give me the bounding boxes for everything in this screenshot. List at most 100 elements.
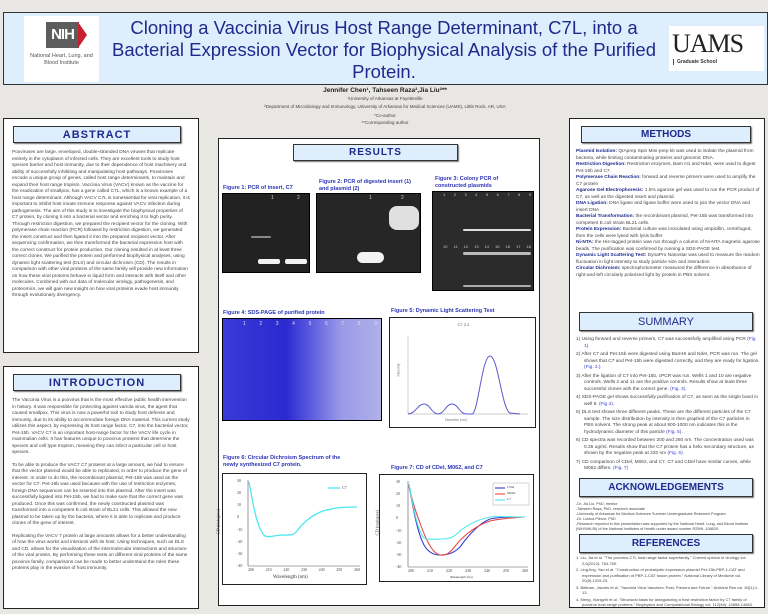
y-tick: 10 — [396, 503, 400, 509]
method-text: the His-tagged protein was run through a… — [576, 240, 760, 252]
x-tick: 230 — [300, 567, 307, 572]
uams-mark: UAMS — [672, 29, 744, 58]
x-tick: 240 — [484, 568, 490, 573]
lane-label: 13 — [474, 244, 479, 249]
method-item: Bacterial Transformation: the recombinan… — [576, 214, 760, 227]
method-label: Circular Dichroism: — [576, 266, 621, 271]
y-axis-label: Intensity — [396, 363, 401, 377]
figure-1-caption: Figure 1: PCR of insert, C7 — [223, 185, 293, 191]
legend-m062: M062 — [507, 491, 516, 495]
summary-text: 2) After C7 and Pet-15b were digested us… — [576, 352, 760, 364]
lane-label: 4 — [292, 321, 295, 327]
lane-label: 3 — [275, 321, 279, 327]
figure-reference: (Fig. 3). — [670, 386, 687, 392]
chart-title: C7 2.2 — [457, 322, 470, 327]
affiliation-1: ¹University of Arkansas at Fayetteville — [347, 96, 423, 101]
y-axis-label: CD (mdegree) — [215, 508, 221, 535]
summary-item: 7) CD comparison of CDel, M062, and C7. … — [576, 460, 760, 473]
y-tick: 30 — [396, 479, 400, 484]
figure-2-gel-image: 1 2 — [316, 193, 421, 273]
method-label: DNA Ligation: — [576, 201, 608, 206]
summary-item: 2) After C7 and Pet-15b were digested us… — [576, 352, 760, 372]
summary-item: 5) DLS test shows three different peaks.… — [576, 410, 760, 436]
method-label: Ni-NTA: — [576, 240, 594, 245]
abstract-panel: ABSTRACT Poxviruses are large, enveloped… — [3, 118, 199, 353]
y-tick: 0 — [237, 514, 239, 520]
lane-label: 8 — [357, 321, 361, 327]
method-item: Agarose Gel Electrophoresis: 1.5% agaros… — [576, 188, 760, 201]
lane-label: 9 — [528, 192, 531, 197]
x-tick: 250 — [503, 568, 509, 573]
intro-paragraph-1: The Vaccinia Virus is a poxvirus that is… — [12, 398, 190, 455]
dls-plot — [407, 336, 528, 415]
method-item: Ni-NTA: the His-tagged protein was run t… — [576, 240, 760, 253]
introduction-heading: INTRODUCTION — [13, 374, 181, 391]
y-tick: -30 — [237, 550, 243, 556]
author-list: Jennifer Chen¹, Tahseen Raza²,Jia Liu²** — [323, 87, 447, 94]
summary-text: 5) DLS test shows three different peaks.… — [576, 410, 751, 435]
x-tick: 210 — [427, 568, 433, 573]
introduction-panel: INTRODUCTION The Vaccinia Virus is a pox… — [3, 366, 199, 609]
summary-heading: SUMMARY — [579, 312, 753, 331]
y-tick: 20 — [396, 491, 400, 497]
figure-reference: (Fig 4). — [598, 401, 615, 407]
summary-item: 1) Using forward and reverse primers, C7… — [576, 337, 760, 350]
figure-4-caption: Figure 4: SDS-PAGE of purified protein — [223, 310, 325, 316]
x-axis-label: Wavelength (nm) — [273, 575, 308, 580]
method-label: Agarose Gel Electrophoresis: — [576, 188, 644, 193]
figure-6-cd-chart: C7 200 210 220 230 240 250 260 30 20 10 0 -10 -20 -3… — [215, 473, 367, 585]
results-heading: RESULTS — [293, 144, 458, 161]
references-heading: REFERENCES — [579, 534, 753, 553]
x-ticks: 200 210 220 230 240 250 260 — [408, 568, 528, 573]
lane-label: 3 — [464, 192, 467, 197]
method-item: Restriction Digestion: Restriction enzym… — [576, 162, 760, 175]
lane-label: 7 — [507, 192, 510, 197]
summary-text: 1) Using forward and reverse primers, C7… — [576, 337, 748, 342]
x-axis-label: Wavelength (nm) — [450, 575, 473, 579]
y-tick: 20 — [237, 490, 241, 496]
lane-label: 10 — [443, 244, 448, 249]
lane-labels: 1 2 3 4 5 6 7 8 9 — [243, 321, 383, 327]
gel-band-row — [463, 229, 531, 231]
y-ticks: 30 20 10 0 -10 -20 -30 -40 — [237, 478, 242, 568]
legend-cdel: CDel — [507, 485, 515, 489]
summary-list: 1) Using forward and reverse primers, C7… — [576, 337, 760, 475]
x-tick: 200 — [408, 568, 414, 573]
acknowledgement-line: -Dr. Jia Liu, PhD, mentor — [576, 502, 618, 506]
method-item: DNA Ligation: DNA ligase and ligase buff… — [576, 201, 760, 214]
lane-label: 2 — [297, 195, 300, 201]
nih-logo: NIH National Heart, Lung, and Blood Inst… — [24, 16, 99, 82]
lane-label: 5 — [485, 192, 489, 197]
y-tick: -40 — [237, 562, 243, 568]
method-item: Plasmid Isolation: QIAprep Spin Mini-pre… — [576, 149, 760, 162]
method-item: Polymerase Chain Reaction: forward and r… — [576, 175, 760, 188]
cd-c7-plot — [247, 480, 360, 567]
figure-reference: (Fig 1). — [584, 337, 756, 349]
y-tick: -30 — [396, 551, 402, 557]
summary-text: 4) SDS-PAGE gel shows successfully purif… — [576, 395, 759, 407]
method-text: DNA ligase and ligase buffer were used t… — [576, 201, 751, 213]
summary-item: 6) CD spectra was recorded between 200 a… — [576, 438, 760, 458]
nih-chevron-icon — [78, 22, 87, 48]
figure-7-caption: Figure 7: CD of CDel, M062, and C7 — [391, 465, 483, 471]
x-tick: 240 — [318, 567, 325, 572]
method-text: QIAprep Spin Mini-prep kit was used to i… — [576, 149, 754, 161]
method-text: Bacterial culture was inoculated using a… — [576, 227, 752, 239]
x-tick: 250 — [336, 567, 343, 572]
nih-mark: NIH — [46, 22, 79, 48]
lane-label: 6 — [496, 192, 499, 197]
lane-labels-top: 1 2 3 4 5 6 7 8 9 — [443, 192, 535, 197]
y-tick: -20 — [237, 538, 243, 544]
lane-label: 8 — [518, 192, 521, 197]
y-tick: -40 — [396, 563, 402, 569]
corresponding-note: **Corresponding author — [361, 120, 409, 125]
x-tick: 220 — [446, 568, 452, 573]
method-text: forward and reverse primers were used to… — [576, 175, 756, 187]
reference-item: 2. Ling-ling, Yao et al. "Construction o… — [576, 567, 745, 583]
y-axis-label: CD (mdegree) — [374, 509, 380, 536]
gel-band-row — [463, 252, 531, 255]
reference-item: 1. Liu, Jia et al. "The poxvirus C7L hos… — [576, 555, 747, 566]
method-label: Polymerase Chain Reaction: — [576, 175, 641, 180]
results-panel: RESULTS Figure 1: PCR of insert, C7 1 2 … — [215, 138, 540, 606]
